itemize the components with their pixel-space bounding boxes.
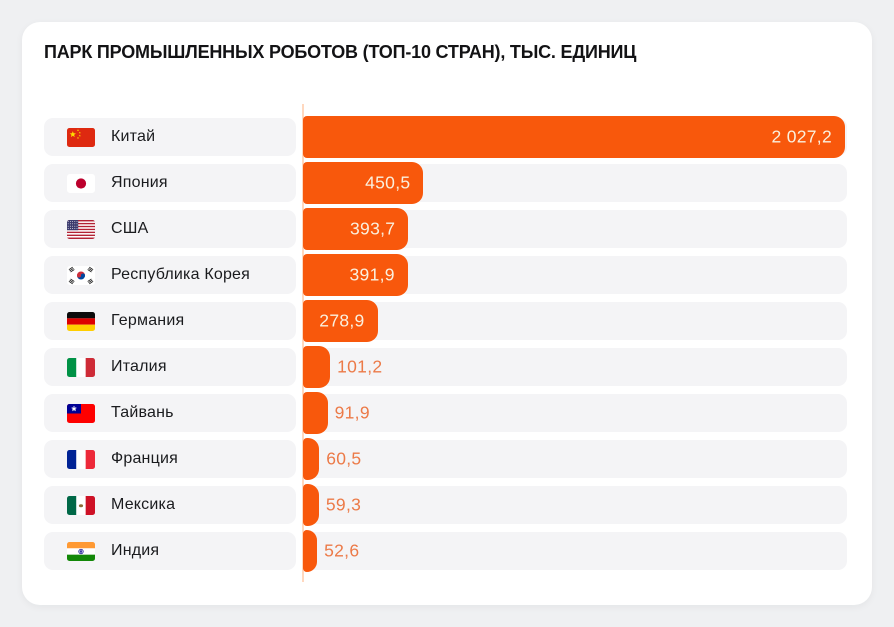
bar-track: 2 027,2 [303, 116, 847, 158]
country-row: Япония 450,5 [44, 162, 847, 204]
bar-track: 59,3 [303, 484, 847, 526]
country-row: Тайвань 91,9 [44, 392, 847, 434]
country-row: Мексика 59,3 [44, 484, 847, 526]
bar-chart: Китай 2 027,2 Япония 450,5 США 393,7 Рес… [44, 104, 847, 582]
country-label-box: Германия [44, 302, 296, 340]
value-label: 91,9 [334, 402, 370, 423]
bar-track: 91,9 [303, 392, 847, 434]
value-label: 59,3 [325, 494, 362, 515]
country-name: США [111, 220, 149, 237]
flag-south-korea-icon [67, 265, 95, 285]
country-name: Китай [111, 128, 156, 145]
value-label: 278,9 [319, 310, 365, 331]
country-name: Франция [111, 450, 178, 467]
flag-germany-icon [67, 311, 95, 331]
value-bar: 450,5 [303, 162, 424, 204]
bar-track: 393,7 [303, 208, 847, 250]
country-row: Италия 101,2 [44, 346, 847, 388]
value-label: 52,6 [324, 540, 360, 561]
value-bar: 393,7 [303, 208, 409, 250]
country-label-box: Китай [44, 118, 296, 156]
flag-italy-icon [67, 357, 95, 377]
bar-track: 52,6 [303, 530, 847, 572]
value-bar: 391,9 [303, 254, 408, 296]
value-label: 101,2 [337, 356, 383, 377]
flag-usa-icon [67, 219, 95, 239]
country-name: Япония [111, 174, 168, 191]
country-label-box: Республика Корея [44, 256, 296, 294]
country-row: Франция 60,5 [44, 438, 847, 480]
country-name: Италия [111, 358, 167, 375]
flag-mexico-icon [67, 495, 95, 515]
flag-france-icon [67, 449, 95, 469]
flag-china-icon [67, 127, 95, 147]
value-bar: 278,9 [303, 300, 378, 342]
bar-track: 391,9 [303, 254, 847, 296]
country-row: Германия 278,9 [44, 300, 847, 342]
country-name: Индия [111, 542, 160, 559]
value-label: 393,7 [350, 218, 396, 239]
country-label-box: Индия [44, 532, 296, 570]
country-row: Китай 2 027,2 [44, 116, 847, 158]
country-label-box: Тайвань [44, 394, 296, 432]
flag-japan-icon [67, 173, 95, 193]
value-bar [303, 484, 319, 526]
country-label-box: Франция [44, 440, 296, 478]
value-label: 2 027,2 [771, 126, 832, 147]
axis-line [302, 104, 304, 582]
flag-taiwan-icon [67, 403, 95, 423]
value-bar [303, 346, 331, 388]
bar-track: 60,5 [303, 438, 847, 480]
country-name: Республика Корея [111, 266, 251, 283]
country-row: Республика Корея 391,9 [44, 254, 847, 296]
value-bar [303, 392, 328, 434]
chart-title: ПАРК ПРОМЫШЛЕННЫХ РОБОТОВ (ТОП-10 СТРАН)… [44, 42, 637, 62]
value-bar: 2 027,2 [303, 116, 845, 158]
bar-track: 278,9 [303, 300, 847, 342]
value-bar [303, 530, 318, 572]
value-label: 391,9 [349, 264, 395, 285]
value-label: 450,5 [365, 172, 411, 193]
bar-track: 450,5 [303, 162, 847, 204]
country-label-box: США [44, 210, 296, 248]
value-bar [303, 438, 320, 480]
country-name: Германия [111, 312, 185, 329]
country-label-box: Мексика [44, 486, 296, 524]
country-label-box: Япония [44, 164, 296, 202]
country-row: США 393,7 [44, 208, 847, 250]
bar-track: 101,2 [303, 346, 847, 388]
country-name: Тайвань [111, 404, 174, 421]
country-label-box: Италия [44, 348, 296, 386]
value-label: 60,5 [326, 448, 362, 469]
country-row: Индия 52,6 [44, 530, 847, 572]
country-name: Мексика [111, 496, 176, 513]
flag-india-icon [67, 541, 95, 561]
chart-card: ПАРК ПРОМЫШЛЕННЫХ РОБОТОВ (ТОП-10 СТРАН)… [22, 22, 872, 605]
